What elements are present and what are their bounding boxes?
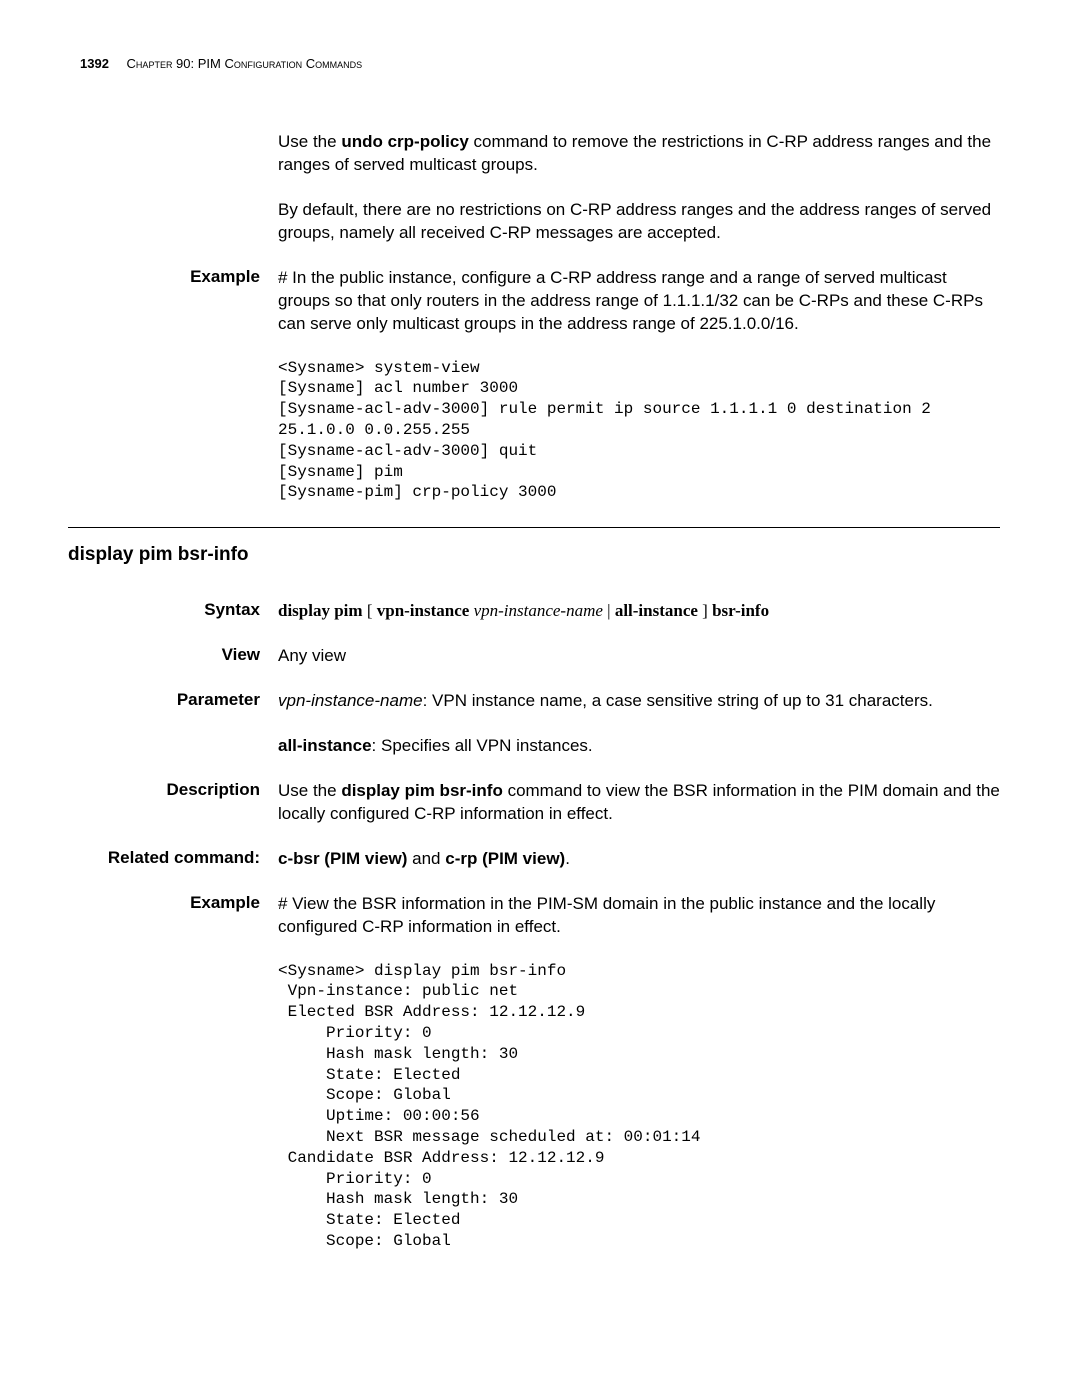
syntax-content: display pim [ vpn-instance vpn-instance-… bbox=[278, 600, 1000, 623]
example1-label: Example bbox=[68, 267, 278, 503]
parameter-p1b: : VPN instance name, a case sensitive st… bbox=[423, 691, 933, 710]
section-rule bbox=[68, 527, 1000, 528]
syntax-block: Syntax display pim [ vpn-instance vpn-in… bbox=[68, 600, 1000, 623]
view-content: Any view bbox=[278, 645, 1000, 668]
page: 1392 Chapter 90: PIM Configuration Comma… bbox=[0, 0, 1080, 1354]
related-content: c-bsr (PIM view) and c-rp (PIM view). bbox=[278, 848, 1000, 871]
syntax-t8: ] bbox=[698, 601, 712, 620]
related-label: Related command: bbox=[68, 848, 278, 871]
section-title: display pim bsr-info bbox=[68, 544, 1000, 566]
syntax-t1: display pim bbox=[278, 601, 363, 620]
view-label: View bbox=[68, 645, 278, 668]
running-head: 1392 Chapter 90: PIM Configuration Comma… bbox=[80, 56, 1000, 71]
description-label: Description bbox=[68, 780, 278, 826]
parameter-p2a: all-instance bbox=[278, 736, 372, 755]
description-t1: Use the bbox=[278, 781, 341, 800]
example1-content: # In the public instance, configure a C-… bbox=[278, 267, 1000, 503]
description-block: Description Use the display pim bsr-info… bbox=[68, 780, 1000, 826]
intro-p2: By default, there are no restrictions on… bbox=[278, 199, 1000, 245]
related-t4: . bbox=[565, 849, 570, 868]
parameter-block: Parameter vpn-instance-name: VPN instanc… bbox=[68, 690, 1000, 758]
intro-content: Use the undo crp-policy command to remov… bbox=[278, 131, 1000, 245]
example2-text: # View the BSR information in the PIM-SM… bbox=[278, 893, 1000, 939]
parameter-content: vpn-instance-name: VPN instance name, a … bbox=[278, 690, 1000, 758]
syntax-t9: bsr-info bbox=[712, 601, 769, 620]
view-block: View Any view bbox=[68, 645, 1000, 668]
syntax-t5: vpn-instance-name bbox=[474, 601, 603, 620]
page-number: 1392 bbox=[80, 56, 109, 71]
syntax-t2: [ bbox=[363, 601, 377, 620]
intro-p1b: undo crp-policy bbox=[341, 132, 469, 151]
intro-p1: Use the undo crp-policy command to remov… bbox=[278, 131, 1000, 177]
example2-content: # View the BSR information in the PIM-SM… bbox=[278, 893, 1000, 1252]
example1-code: <Sysname> system-view [Sysname] acl numb… bbox=[278, 358, 1000, 504]
intro-block: Use the undo crp-policy command to remov… bbox=[68, 131, 1000, 245]
description-content: Use the display pim bsr-info command to … bbox=[278, 780, 1000, 826]
parameter-label: Parameter bbox=[68, 690, 278, 758]
syntax-t7: all-instance bbox=[615, 601, 698, 620]
example1-text: # In the public instance, configure a C-… bbox=[278, 267, 1000, 336]
description-t2: display pim bsr-info bbox=[341, 781, 503, 800]
example1-block: Example # In the public instance, config… bbox=[68, 267, 1000, 503]
empty-label bbox=[68, 131, 278, 245]
related-block: Related command: c-bsr (PIM view) and c-… bbox=[68, 848, 1000, 871]
example2-block: Example # View the BSR information in th… bbox=[68, 893, 1000, 1252]
related-t1: c-bsr (PIM view) bbox=[278, 849, 407, 868]
related-t3: c-rp (PIM view) bbox=[445, 849, 565, 868]
example2-label: Example bbox=[68, 893, 278, 1252]
syntax-label: Syntax bbox=[68, 600, 278, 623]
intro-p1a: Use the bbox=[278, 132, 341, 151]
syntax-t3: vpn-instance bbox=[377, 601, 470, 620]
related-t2: and bbox=[407, 849, 445, 868]
parameter-p1: vpn-instance-name: VPN instance name, a … bbox=[278, 690, 1000, 713]
parameter-p2b: : Specifies all VPN instances. bbox=[372, 736, 593, 755]
parameter-p1a: vpn-instance-name bbox=[278, 691, 423, 710]
syntax-t6: | bbox=[603, 601, 615, 620]
chapter-title: Chapter 90: PIM Configuration Commands bbox=[127, 56, 363, 71]
parameter-p2: all-instance: Specifies all VPN instance… bbox=[278, 735, 1000, 758]
example2-code: <Sysname> display pim bsr-info Vpn-insta… bbox=[278, 961, 1000, 1252]
